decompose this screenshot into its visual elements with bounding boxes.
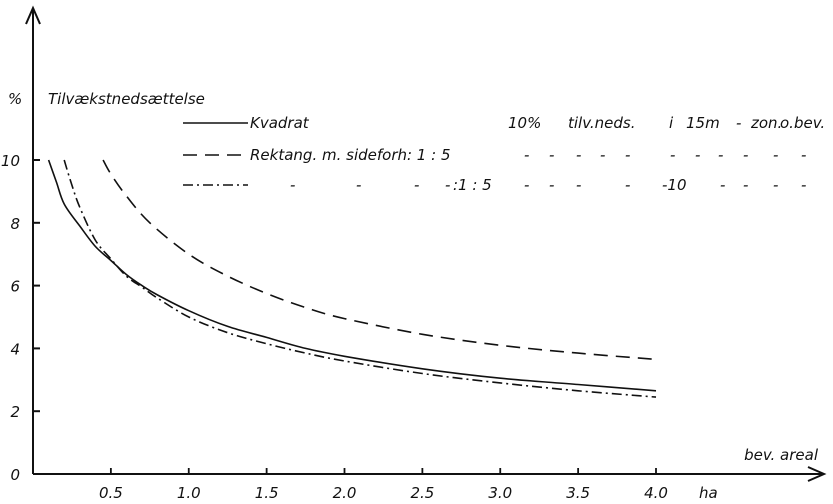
legend-note: - — [736, 114, 741, 132]
legend-note: - — [625, 146, 630, 164]
legend-note: - — [549, 176, 554, 194]
legend-note: -10 — [662, 176, 687, 194]
y-tick-label: 4 — [10, 340, 20, 358]
x-axis-label: bev. areal — [744, 446, 819, 464]
series-line-dashdot — [63, 159, 657, 398]
legend-label: Rektang. m. sideforh: 1 : 5 — [250, 146, 451, 164]
legend-note: - — [524, 146, 529, 164]
tick-labels: 0 2 4 6 8 10 0.5 1.0 1.5 2.0 2.5 3.0 3.5 4.0 ha — [1, 152, 718, 502]
ticks — [33, 159, 657, 475]
x-unit-label: ha — [699, 484, 718, 502]
x-tick-label: 0.5 — [99, 484, 123, 502]
legend-ditto: - — [414, 176, 419, 194]
legend-note: - — [625, 176, 630, 194]
legend-note: - — [801, 146, 806, 164]
legend-note: - — [743, 176, 748, 194]
legend-note: - — [576, 176, 581, 194]
x-tick-label: 3.0 — [488, 484, 512, 502]
legend-note: - — [600, 146, 605, 164]
legend-note: - — [524, 176, 529, 194]
legend-note: 10% — [508, 114, 541, 132]
x-tick-label: 1.0 — [177, 484, 201, 502]
y-axis-arrow — [25, 5, 41, 25]
legend-note: 15m — [686, 114, 720, 132]
legend-ditto: - — [356, 176, 361, 194]
y-tick-label: 0 — [10, 466, 20, 484]
x-tick-label: 2.5 — [410, 484, 434, 502]
legend-ditto: - — [445, 176, 450, 194]
legend-note: - — [801, 176, 806, 194]
y-axis-caption: Tilvækstnedsættelse — [48, 90, 205, 108]
legend-note: - — [549, 146, 554, 164]
legend-label: :1 : 5 — [453, 176, 492, 194]
legend-note: - — [773, 176, 778, 194]
legend: Kvadrat 10% tilv.neds. i 15m - zon.o.bev.Rekta… — [183, 114, 825, 194]
x-tick-label: 4.0 — [644, 484, 668, 502]
series-line-dashed — [102, 159, 657, 361]
legend-label: Kvadrat — [250, 114, 310, 132]
legend-note: - — [743, 146, 748, 164]
x-tick-label: 2.0 — [333, 484, 357, 502]
legend-note: zon. — [750, 114, 782, 132]
series-layer — [47, 159, 657, 398]
series-line-solid — [47, 159, 657, 392]
y-unit-label: % — [8, 90, 22, 108]
y-tick-label: 10 — [1, 152, 20, 170]
legend-ditto: - — [290, 176, 295, 194]
x-tick-label: 3.5 — [566, 484, 590, 502]
legend-note: tilv.neds. — [568, 114, 635, 132]
y-tick-label: 8 — [10, 215, 20, 233]
legend-note: - — [720, 176, 725, 194]
legend-note: o.bev. — [780, 114, 825, 132]
legend-note: - — [695, 146, 700, 164]
y-tick-label: 2 — [10, 403, 20, 421]
y-tick-label: 6 — [10, 278, 20, 296]
legend-note: - — [718, 146, 723, 164]
legend-note: - — [576, 146, 581, 164]
legend-note: - — [670, 146, 675, 164]
legend-note: i — [669, 114, 674, 132]
legend-note: - — [773, 146, 778, 164]
x-tick-label: 1.5 — [255, 484, 279, 502]
x-axis-arrow — [807, 466, 827, 482]
axes — [25, 5, 827, 482]
